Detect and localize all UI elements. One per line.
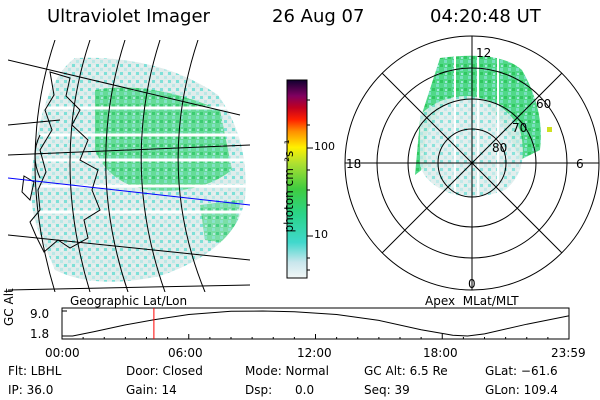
altitude-ylabel: GC Alt: [2, 288, 16, 326]
altitude-xtick: 00:00: [45, 346, 80, 360]
status-gc-alt: GC Alt: 6.5 Re: [364, 364, 448, 378]
colorbar: [286, 79, 308, 279]
date-label: 26 Aug 07: [272, 6, 365, 27]
mlt-label-12: 12: [476, 46, 492, 60]
mlat-label-60: 60: [536, 97, 552, 111]
auroral-oval-polar: [415, 55, 541, 175]
status-flt: Flt: LBHL: [8, 364, 62, 378]
polar-map: [344, 35, 600, 291]
status-ip: IP: 36.0: [8, 383, 54, 397]
time-label: 04:20:48 UT: [430, 6, 541, 27]
altitude-ytick-low: 1.8: [30, 327, 50, 341]
status-glat: GLat: −61.6: [485, 364, 558, 378]
colorbar-tick-10: 10: [314, 228, 328, 241]
instrument-title: Ultraviolet Imager: [47, 6, 210, 27]
altitude-xtick: 23:59: [551, 346, 586, 360]
status-seq: Seq: 39: [364, 383, 410, 397]
mlat-label-70: 70: [512, 121, 528, 135]
altitude-xtick: 12:00: [297, 346, 332, 360]
colorbar-tick-100: 100: [314, 140, 335, 153]
mlt-label-0: 0: [468, 277, 476, 291]
status-dsp: Dsp: 0.0: [245, 383, 315, 397]
colorbar-unit-label: photon cm⁻²s⁻¹: [282, 139, 296, 233]
status-glon: GLon: 109.4: [485, 383, 558, 397]
altitude-xtick: 06:00: [168, 346, 203, 360]
polar-caption: Apex MLat/MLT: [425, 294, 519, 308]
altitude-ytick-high: 9.0: [30, 307, 50, 321]
mlat-label-80: 80: [492, 141, 508, 155]
mlt-label-18: 18: [346, 157, 362, 171]
status-door: Door: Closed: [126, 364, 203, 378]
status-mode: Mode: Normal: [245, 364, 329, 378]
altitude-curve: [62, 310, 569, 337]
auroral-oval-left: [95, 87, 232, 191]
status-gain: Gain: 14: [126, 383, 177, 397]
altitude-xtick: 18:00: [423, 346, 458, 360]
geographic-caption: Geographic Lat/Lon: [70, 294, 188, 308]
mlt-label-6: 6: [576, 157, 584, 171]
geographic-map: [8, 40, 250, 292]
